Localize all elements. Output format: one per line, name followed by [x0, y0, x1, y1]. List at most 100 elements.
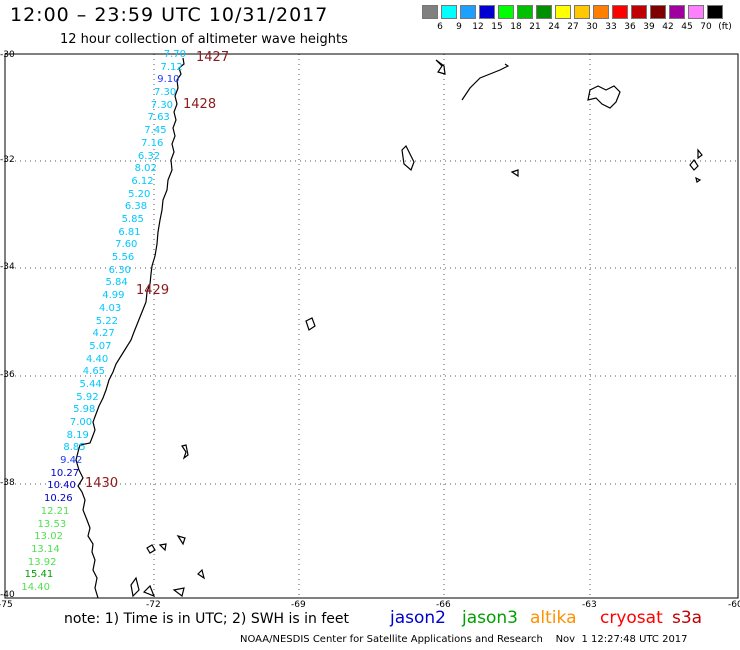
legend-label: 30 [586, 22, 598, 32]
wave-height-value: 12.21 [40, 505, 70, 517]
legend-swatch [593, 5, 609, 19]
longitude-label: -63 [582, 600, 597, 610]
wave-height-value: 4.27 [92, 328, 115, 340]
wave-height-value: 5.84 [105, 277, 128, 289]
chilean-islands [130, 169, 519, 598]
wave-height-value: 6.81 [118, 226, 141, 238]
wave-height-value: 7.63 [147, 112, 170, 124]
wave-height-value: 5.07 [89, 340, 112, 352]
wave-height-value: 6.38 [124, 201, 148, 213]
map-frame [4, 53, 739, 599]
legend-label: 18 [510, 22, 522, 32]
latitude-label: -36 [0, 370, 15, 380]
wave-height-value: 10.40 [47, 480, 76, 492]
legend-label: 70 [700, 22, 712, 32]
legend-swatch [707, 5, 723, 19]
wave-height-value: 15.41 [24, 569, 54, 581]
graticule [5, 54, 738, 598]
pass-label: 1427 [196, 50, 230, 65]
note-text: note: 1) Time is in UTC; 2) SWH is in fe… [64, 611, 350, 627]
wave-height-value: 7.30 [150, 99, 174, 111]
satellite-label-s3a: s3a [672, 608, 703, 628]
wave-height-value: 4.99 [102, 290, 125, 302]
longitude-label: -60 [728, 600, 740, 610]
wave-height-value: 8.19 [66, 429, 89, 441]
longitude-label: -69 [291, 600, 306, 610]
satellite-label-jason3: jason3 [462, 608, 518, 628]
latitude-label: -32 [0, 155, 15, 165]
wave-height-value: 6.12 [131, 175, 154, 187]
wave-height-value: 9.42 [60, 455, 83, 467]
legend-swatch [631, 5, 647, 19]
wave-height-value: 13.53 [37, 518, 67, 530]
legend-swatch [574, 5, 590, 19]
wave-height-value: 8.02 [134, 163, 157, 175]
wave-height-value: 10.26 [44, 493, 73, 505]
map-title: 12:00 – 23:59 UTC 10/31/2017 [10, 4, 329, 26]
south-america-coastline [75, 57, 185, 599]
satellite-label-jason2: jason2 [390, 608, 446, 628]
legend-label: 21 [529, 22, 541, 32]
legend-label: 33 [605, 22, 617, 32]
legend-swatch [688, 5, 704, 19]
wave-height-value: 4.40 [86, 353, 109, 365]
wave-height-value: 5.20 [128, 188, 151, 200]
pass-label: 1428 [183, 97, 217, 112]
wave-height-value: 13.92 [27, 556, 57, 568]
legend-label: 24 [548, 22, 560, 32]
wave-height-value: 5.92 [76, 391, 99, 403]
legend-swatch [479, 5, 495, 19]
map-subtitle: 12 hour collection of altimeter wave hei… [60, 32, 348, 47]
latitude-label: -30 [0, 50, 15, 60]
wave-height-value: 9.10 [157, 74, 180, 86]
legend-swatch [422, 5, 438, 19]
wave-height-value: 7.70 [163, 49, 186, 60]
latitude-label: -40 [0, 590, 15, 600]
wave-height-value: 6.30 [108, 264, 131, 276]
wave-height-value: 5.22 [95, 315, 118, 327]
wave-height-value: 5.44 [79, 378, 102, 390]
latitude-label: -34 [0, 262, 15, 272]
wave-height-value: 7.12 [160, 61, 183, 73]
satellite-label-cryosat: cryosat [600, 608, 663, 628]
longitude-label: -75 [0, 600, 13, 610]
legend-swatch [517, 5, 533, 19]
legend-label: 15 [491, 22, 503, 32]
legend-swatch [498, 5, 514, 19]
pass-label: 1429 [136, 283, 170, 298]
legend-label: 9 [456, 22, 462, 32]
legend-swatch [650, 5, 666, 19]
australia-coastline [401, 59, 703, 183]
legend-swatch [536, 5, 552, 19]
legend-label: 6 [437, 22, 443, 32]
wave-height-value: 5.98 [73, 404, 96, 416]
legend-label: 36 [624, 22, 636, 32]
legend-swatch [612, 5, 628, 19]
wave-height-value: 7.45 [144, 125, 167, 137]
legend-swatch [669, 5, 685, 19]
wave-height-value: 5.85 [121, 213, 144, 225]
wave-height-value: 4.03 [98, 302, 122, 314]
longitude-label: -66 [436, 600, 451, 610]
legend-label: 39 [643, 22, 655, 32]
footer-credit: NOAA/NESDIS Center for Satellite Applica… [240, 634, 688, 645]
legend-swatch [441, 5, 457, 19]
wave-height-value: 7.16 [141, 137, 164, 149]
latitude-label: -38 [0, 478, 15, 488]
wave-height-value: 5.56 [111, 252, 135, 264]
wave-height-value: 4.65 [82, 366, 106, 378]
wave-height-value: 14.40 [21, 582, 50, 593]
wave-height-value: 8.85 [63, 442, 86, 454]
wave-height-value: 10.27 [50, 467, 80, 479]
legend-label: 12 [472, 22, 484, 32]
wave-height-value: 7.60 [115, 239, 138, 251]
pass-label: 1430 [85, 476, 119, 491]
wave-height-value: 13.02 [34, 531, 63, 543]
legend-label: 45 [681, 22, 693, 32]
wave-height-value: 7.30 [154, 87, 177, 99]
legend-swatch [460, 5, 476, 19]
longitude-label: -72 [146, 600, 161, 610]
legend-unit: (ft) [718, 22, 732, 32]
